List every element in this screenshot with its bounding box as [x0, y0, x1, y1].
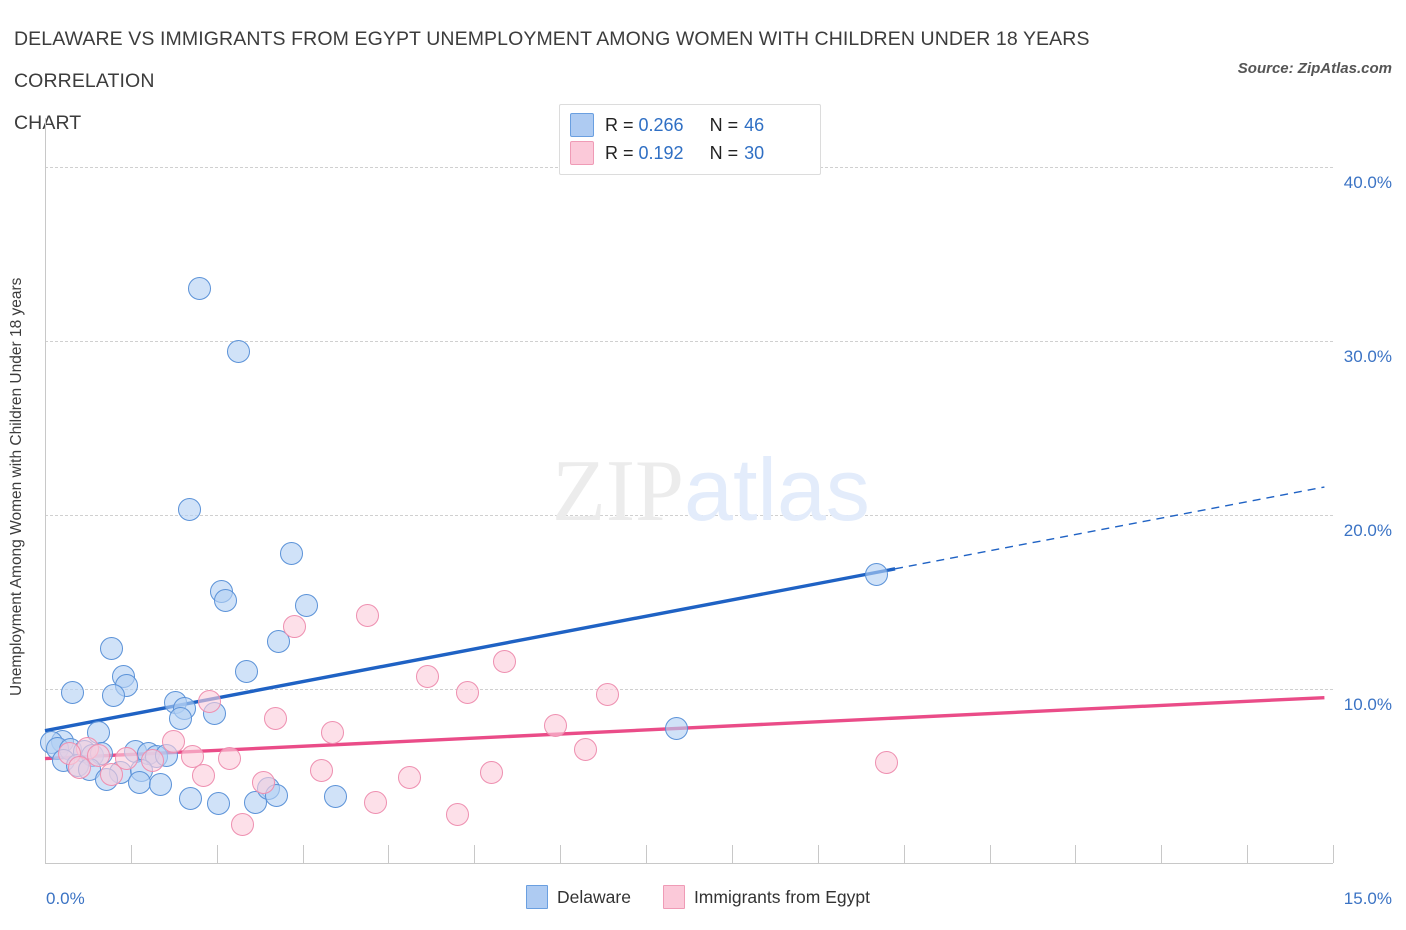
scatter-point[interactable] [323, 785, 347, 809]
x-axis-tick [1247, 845, 1249, 863]
scatter-point[interactable] [162, 729, 186, 753]
page-title: DELAWARE VS IMMIGRANTS FROM EGYPT UNEMPL… [14, 18, 1214, 144]
scatter-point[interactable] [455, 680, 479, 704]
scatter-point[interactable] [321, 720, 345, 744]
scatter-point[interactable] [230, 813, 254, 837]
scatter-point[interactable] [218, 747, 242, 771]
n-label-egypt: N = [709, 142, 739, 163]
scatter-point[interactable] [86, 743, 110, 767]
stats-row-egypt: R = 0.192 N = 30 [570, 139, 810, 167]
x-axis-tick [130, 845, 132, 863]
x-axis-tick [388, 845, 390, 863]
series-legend: Delaware Immigrants from Egypt [526, 885, 902, 909]
scatter-point[interactable] [169, 707, 193, 731]
delaware-color-swatch [570, 113, 594, 137]
scatter-point[interactable] [192, 764, 216, 788]
scatter-point[interactable] [226, 339, 250, 363]
gridline-20.0% [45, 514, 1333, 516]
x-axis-tick [216, 845, 218, 863]
scatter-point[interactable] [263, 707, 287, 731]
scatter-point[interactable] [115, 747, 139, 771]
scatter-point[interactable] [188, 277, 212, 301]
scatter-point[interactable] [398, 766, 422, 790]
scatter-point[interactable] [874, 750, 898, 774]
x-axis-tick [817, 845, 819, 863]
scatter-point[interactable] [235, 660, 259, 684]
y-axis-tick-label: 30.0% [1343, 346, 1392, 366]
stats-row-delaware: R = 0.266 N = 46 [570, 111, 810, 139]
legend-swatch-delaware [526, 885, 548, 909]
x-axis-tick [903, 845, 905, 863]
gridline-30.0% [45, 340, 1333, 342]
scatter-point[interactable] [364, 790, 388, 814]
scatter-point[interactable] [67, 755, 91, 779]
scatter-point[interactable] [198, 689, 222, 713]
scatter-point[interactable] [445, 802, 469, 826]
r-value-delaware: 0.266 [638, 114, 684, 135]
correlation-stats-box: R = 0.266 N = 46 R = 0.192 N = 30 [559, 104, 821, 175]
scatter-point[interactable] [149, 773, 173, 797]
title-line-2: CHART [14, 112, 82, 134]
scatter-point[interactable] [544, 713, 568, 737]
scatter-point[interactable] [140, 748, 164, 772]
scatter-point[interactable] [181, 745, 205, 769]
y-axis-tick-label: 10.0% [1343, 694, 1392, 714]
x-axis-tick [1075, 845, 1077, 863]
scatter-point[interactable] [206, 792, 230, 816]
egypt-color-swatch [570, 141, 594, 165]
scatter-point[interactable] [102, 684, 126, 708]
y-axis-line [45, 118, 46, 863]
scatter-point[interactable] [574, 738, 598, 762]
x-axis-line [45, 863, 1333, 864]
x-axis-tick [302, 845, 304, 863]
scatter-point[interactable] [279, 541, 303, 565]
n-value-delaware: 46 [744, 114, 765, 135]
legend-swatch-egypt [662, 885, 685, 909]
scatter-point[interactable] [309, 759, 333, 783]
scatter-point[interactable] [252, 771, 276, 795]
scatter-point[interactable] [480, 760, 503, 784]
scatter-point[interactable] [295, 593, 319, 617]
y-axis-title: Unemployment Among Women with Children U… [8, 277, 25, 697]
x-axis-tick [560, 845, 562, 863]
x-axis-tick [989, 845, 991, 863]
x-axis-min-label: 0.0% [46, 889, 85, 908]
scatter-point[interactable] [100, 762, 124, 786]
scatter-point[interactable] [595, 682, 619, 706]
y-axis-tick-label: 20.0% [1343, 520, 1392, 540]
x-axis-tick [474, 845, 476, 863]
scatter-point[interactable] [415, 665, 439, 689]
scatter-point[interactable] [60, 680, 84, 704]
n-label-delaware: N = [709, 114, 739, 135]
scatter-point[interactable] [355, 604, 379, 628]
source-label: Source: ZipAtlas.com [1237, 60, 1392, 77]
scatter-point[interactable] [864, 562, 888, 586]
legend-label-delaware: Delaware [557, 886, 631, 907]
legend-item-delaware[interactable]: Delaware [526, 885, 631, 909]
gridline-10.0% [45, 688, 1333, 690]
scatter-point[interactable] [100, 637, 124, 661]
scatter-point[interactable] [282, 614, 306, 638]
r-value-egypt: 0.192 [638, 142, 684, 163]
legend-item-egypt[interactable]: Immigrants from Egypt [662, 885, 870, 909]
x-axis-tick [646, 845, 648, 863]
scatter-point[interactable] [664, 717, 688, 741]
x-axis-max-label: 15.0% [1343, 889, 1392, 908]
scatter-point[interactable] [213, 588, 237, 612]
scatter-point[interactable] [179, 787, 203, 811]
x-axis-tick [1161, 845, 1163, 863]
title-line-1: DELAWARE VS IMMIGRANTS FROM EGYPT UNEMPL… [14, 28, 1090, 92]
x-axis-tick [1333, 845, 1334, 863]
r-label-delaware: R = [605, 114, 634, 135]
y-axis-tick-label: 40.0% [1343, 172, 1392, 192]
scatter-point[interactable] [492, 649, 516, 673]
x-axis-tick [731, 845, 733, 863]
r-label-egypt: R = [605, 142, 634, 163]
legend-label-egypt: Immigrants from Egypt [693, 886, 870, 907]
n-value-egypt: 30 [744, 142, 765, 163]
scatter-point[interactable] [267, 630, 291, 654]
scatter-point[interactable] [177, 498, 201, 522]
